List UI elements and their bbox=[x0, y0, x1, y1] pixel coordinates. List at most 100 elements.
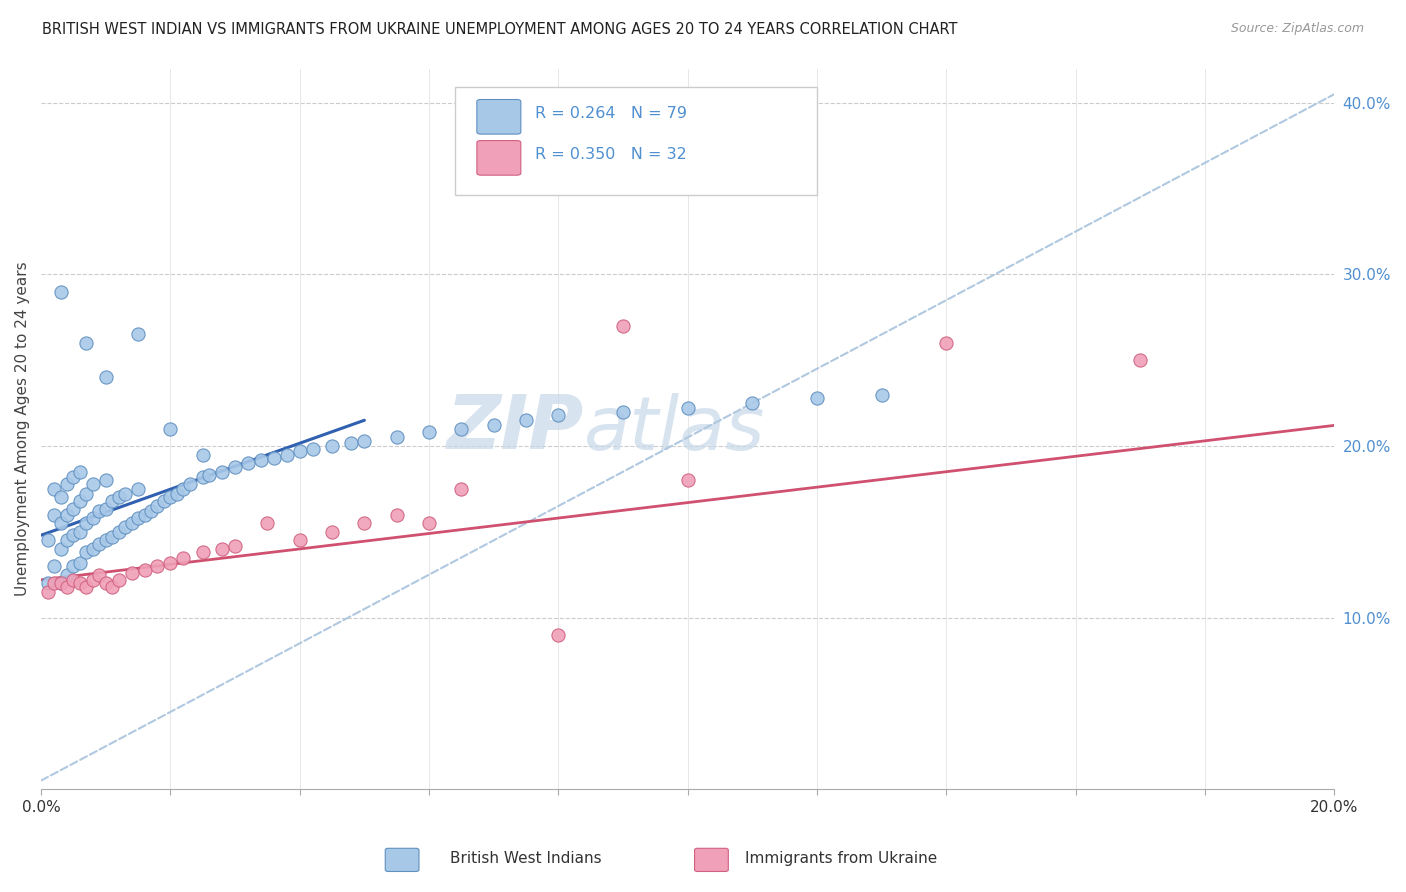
Text: atlas: atlas bbox=[585, 392, 766, 465]
Point bbox=[224, 459, 246, 474]
Point bbox=[89, 537, 111, 551]
Point bbox=[612, 405, 634, 419]
Point bbox=[69, 494, 91, 508]
Point bbox=[127, 327, 149, 342]
Text: R = 0.350   N = 32: R = 0.350 N = 32 bbox=[536, 147, 686, 162]
Point bbox=[82, 573, 104, 587]
Point bbox=[482, 418, 505, 433]
FancyBboxPatch shape bbox=[456, 87, 817, 194]
Point bbox=[134, 508, 156, 522]
Text: R = 0.264   N = 79: R = 0.264 N = 79 bbox=[536, 106, 688, 121]
Point bbox=[56, 476, 79, 491]
Point bbox=[159, 491, 181, 505]
FancyBboxPatch shape bbox=[477, 141, 520, 175]
Point bbox=[37, 533, 59, 548]
Point bbox=[114, 519, 136, 533]
Point bbox=[75, 336, 97, 351]
Point bbox=[134, 562, 156, 576]
Point bbox=[211, 465, 233, 479]
FancyBboxPatch shape bbox=[477, 100, 520, 134]
Point bbox=[191, 448, 214, 462]
Point bbox=[62, 559, 84, 574]
Point bbox=[37, 576, 59, 591]
Point bbox=[806, 391, 828, 405]
Point bbox=[1129, 353, 1152, 368]
Point bbox=[101, 580, 124, 594]
Point bbox=[547, 628, 569, 642]
Point bbox=[288, 444, 311, 458]
Point bbox=[75, 516, 97, 531]
Point bbox=[418, 516, 440, 531]
Point bbox=[49, 541, 72, 556]
Point bbox=[127, 482, 149, 496]
Point bbox=[146, 499, 169, 513]
Point bbox=[172, 550, 194, 565]
Point bbox=[121, 516, 143, 531]
Point bbox=[198, 468, 221, 483]
Point bbox=[385, 508, 408, 522]
Text: ZIP: ZIP bbox=[447, 392, 585, 466]
Point bbox=[94, 576, 117, 591]
Point bbox=[236, 456, 259, 470]
Point bbox=[515, 413, 537, 427]
Point bbox=[935, 336, 957, 351]
Point bbox=[56, 567, 79, 582]
Point bbox=[94, 533, 117, 548]
Point bbox=[288, 533, 311, 548]
Point bbox=[191, 470, 214, 484]
Point bbox=[676, 401, 699, 416]
Text: Immigrants from Ukraine: Immigrants from Ukraine bbox=[745, 851, 938, 865]
Point bbox=[159, 422, 181, 436]
Point bbox=[172, 482, 194, 496]
Point bbox=[82, 511, 104, 525]
Point bbox=[89, 504, 111, 518]
Point bbox=[56, 533, 79, 548]
Point bbox=[69, 556, 91, 570]
Point bbox=[146, 559, 169, 574]
Point bbox=[75, 487, 97, 501]
Point bbox=[42, 508, 65, 522]
Point bbox=[49, 516, 72, 531]
Point bbox=[42, 559, 65, 574]
Point bbox=[49, 576, 72, 591]
Point bbox=[676, 473, 699, 487]
Point bbox=[211, 541, 233, 556]
Point bbox=[62, 573, 84, 587]
Point bbox=[547, 408, 569, 422]
Point bbox=[49, 576, 72, 591]
Point bbox=[107, 524, 129, 539]
Point bbox=[224, 539, 246, 553]
Point bbox=[89, 567, 111, 582]
Point bbox=[69, 465, 91, 479]
Point bbox=[321, 439, 343, 453]
Point bbox=[166, 487, 188, 501]
Point bbox=[340, 435, 363, 450]
Point bbox=[107, 573, 129, 587]
Point bbox=[159, 556, 181, 570]
Point bbox=[450, 422, 472, 436]
Point bbox=[62, 470, 84, 484]
Point bbox=[353, 516, 375, 531]
Point bbox=[62, 502, 84, 516]
Point bbox=[75, 580, 97, 594]
Point bbox=[114, 487, 136, 501]
Point bbox=[49, 285, 72, 299]
Point bbox=[42, 576, 65, 591]
Point bbox=[301, 442, 323, 457]
Point bbox=[139, 504, 162, 518]
Point bbox=[263, 450, 285, 465]
Point bbox=[127, 511, 149, 525]
Point bbox=[69, 524, 91, 539]
Point bbox=[276, 448, 298, 462]
Point bbox=[75, 545, 97, 559]
Point bbox=[153, 494, 176, 508]
Point bbox=[49, 491, 72, 505]
Point bbox=[418, 425, 440, 440]
Text: BRITISH WEST INDIAN VS IMMIGRANTS FROM UKRAINE UNEMPLOYMENT AMONG AGES 20 TO 24 : BRITISH WEST INDIAN VS IMMIGRANTS FROM U… bbox=[42, 22, 957, 37]
Point bbox=[82, 541, 104, 556]
Point bbox=[256, 516, 278, 531]
Y-axis label: Unemployment Among Ages 20 to 24 years: Unemployment Among Ages 20 to 24 years bbox=[15, 261, 30, 596]
Point bbox=[191, 545, 214, 559]
Text: British West Indians: British West Indians bbox=[450, 851, 602, 865]
Point bbox=[82, 476, 104, 491]
